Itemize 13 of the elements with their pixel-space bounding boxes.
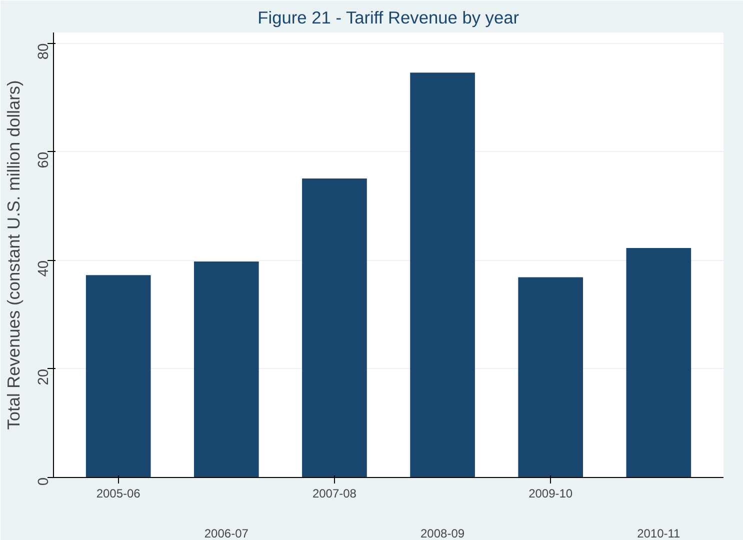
x-tick-label: 2008-09 <box>420 526 465 540</box>
y-tick-label: 40 <box>36 260 52 277</box>
x-tick-label: 2007-08 <box>312 486 357 500</box>
y-tick-label: 60 <box>36 152 52 168</box>
chart-title: Figure 21 - Tariff Revenue by year <box>258 8 520 28</box>
x-tick-label: 2006-07 <box>204 526 249 540</box>
x-tick-label: 2010-11 <box>637 526 681 540</box>
x-tick-label: 2005-06 <box>96 486 141 500</box>
y-axis-title: Total Revenues (constant U.S. million dollars) <box>4 80 24 430</box>
y-tick-label: 80 <box>36 43 52 60</box>
x-tick-label: 2009-10 <box>528 486 573 500</box>
y-tick-label: 0 <box>36 477 52 486</box>
y-tick-label: 20 <box>36 368 52 386</box>
